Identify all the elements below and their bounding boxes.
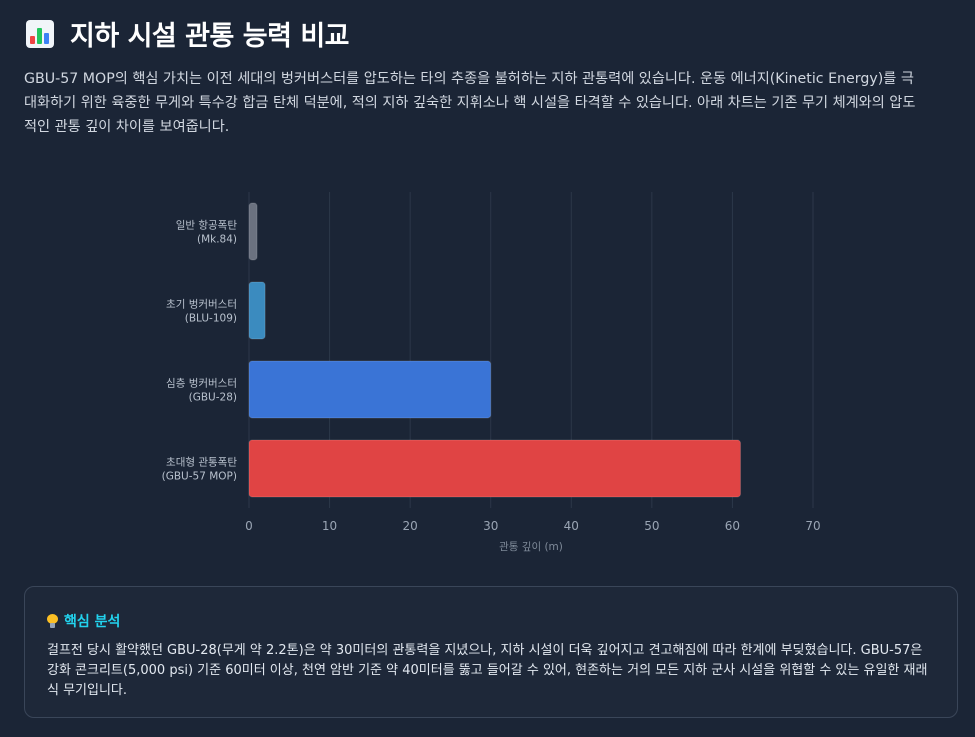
- penetration-bar-chart: 0 10 20 30 40 50 60 70 관통 깊이 (m) 일반 항공폭탄 (Mk.84) 초기…: [162, 192, 821, 553]
- x-tick-label: 20: [403, 519, 418, 533]
- page-header: 지하 시설 관통 능력 비교: [26, 14, 350, 53]
- bar-0: [248, 202, 258, 261]
- y-category-label: 심층 벙커버스터: [166, 378, 237, 390]
- analysis-title: 핵심 분석: [64, 614, 121, 630]
- bar-1: [248, 281, 266, 340]
- y-category-label: 초기 벙커버스터: [166, 299, 237, 311]
- bar-chart-icon: [26, 19, 54, 48]
- analysis-card: 핵심 분석 걸프전 당시 활약했던 GBU-28(무게 약 2.2톤)은 약 3…: [24, 586, 958, 718]
- intro-paragraph: GBU-57 MOP의 핵심 가치는 이전 세대의 벙커버스터를 압도하는 타의…: [24, 71, 916, 135]
- x-tick-label: 60: [725, 519, 740, 533]
- page-title: 지하 시설 관통 능력 비교: [70, 21, 350, 52]
- analysis-body: 걸프전 당시 활약했던 GBU-28(무게 약 2.2톤)은 약 30미터의 관…: [47, 643, 928, 698]
- y-category-label: (BLU-109): [185, 313, 237, 325]
- bar-2: [248, 360, 492, 419]
- x-tick-label: 0: [245, 519, 253, 533]
- x-tick-label: 50: [644, 519, 659, 533]
- y-category-label: 초대형 관통폭탄: [166, 457, 237, 469]
- x-tick-label: 10: [322, 519, 337, 533]
- y-category-label: (Mk.84): [197, 234, 237, 246]
- x-axis-label: 관통 깊이 (m): [499, 541, 563, 553]
- y-category-label: 일반 항공폭탄: [176, 219, 238, 232]
- lightbulb-icon: [47, 614, 58, 628]
- y-category-label: (GBU-57 MOP): [162, 471, 237, 483]
- x-tick-label: 70: [805, 519, 820, 533]
- bar-3: [248, 439, 741, 498]
- x-tick-label: 30: [483, 519, 498, 533]
- x-tick-label: 40: [564, 519, 579, 533]
- y-category-label: (GBU-28): [189, 392, 237, 404]
